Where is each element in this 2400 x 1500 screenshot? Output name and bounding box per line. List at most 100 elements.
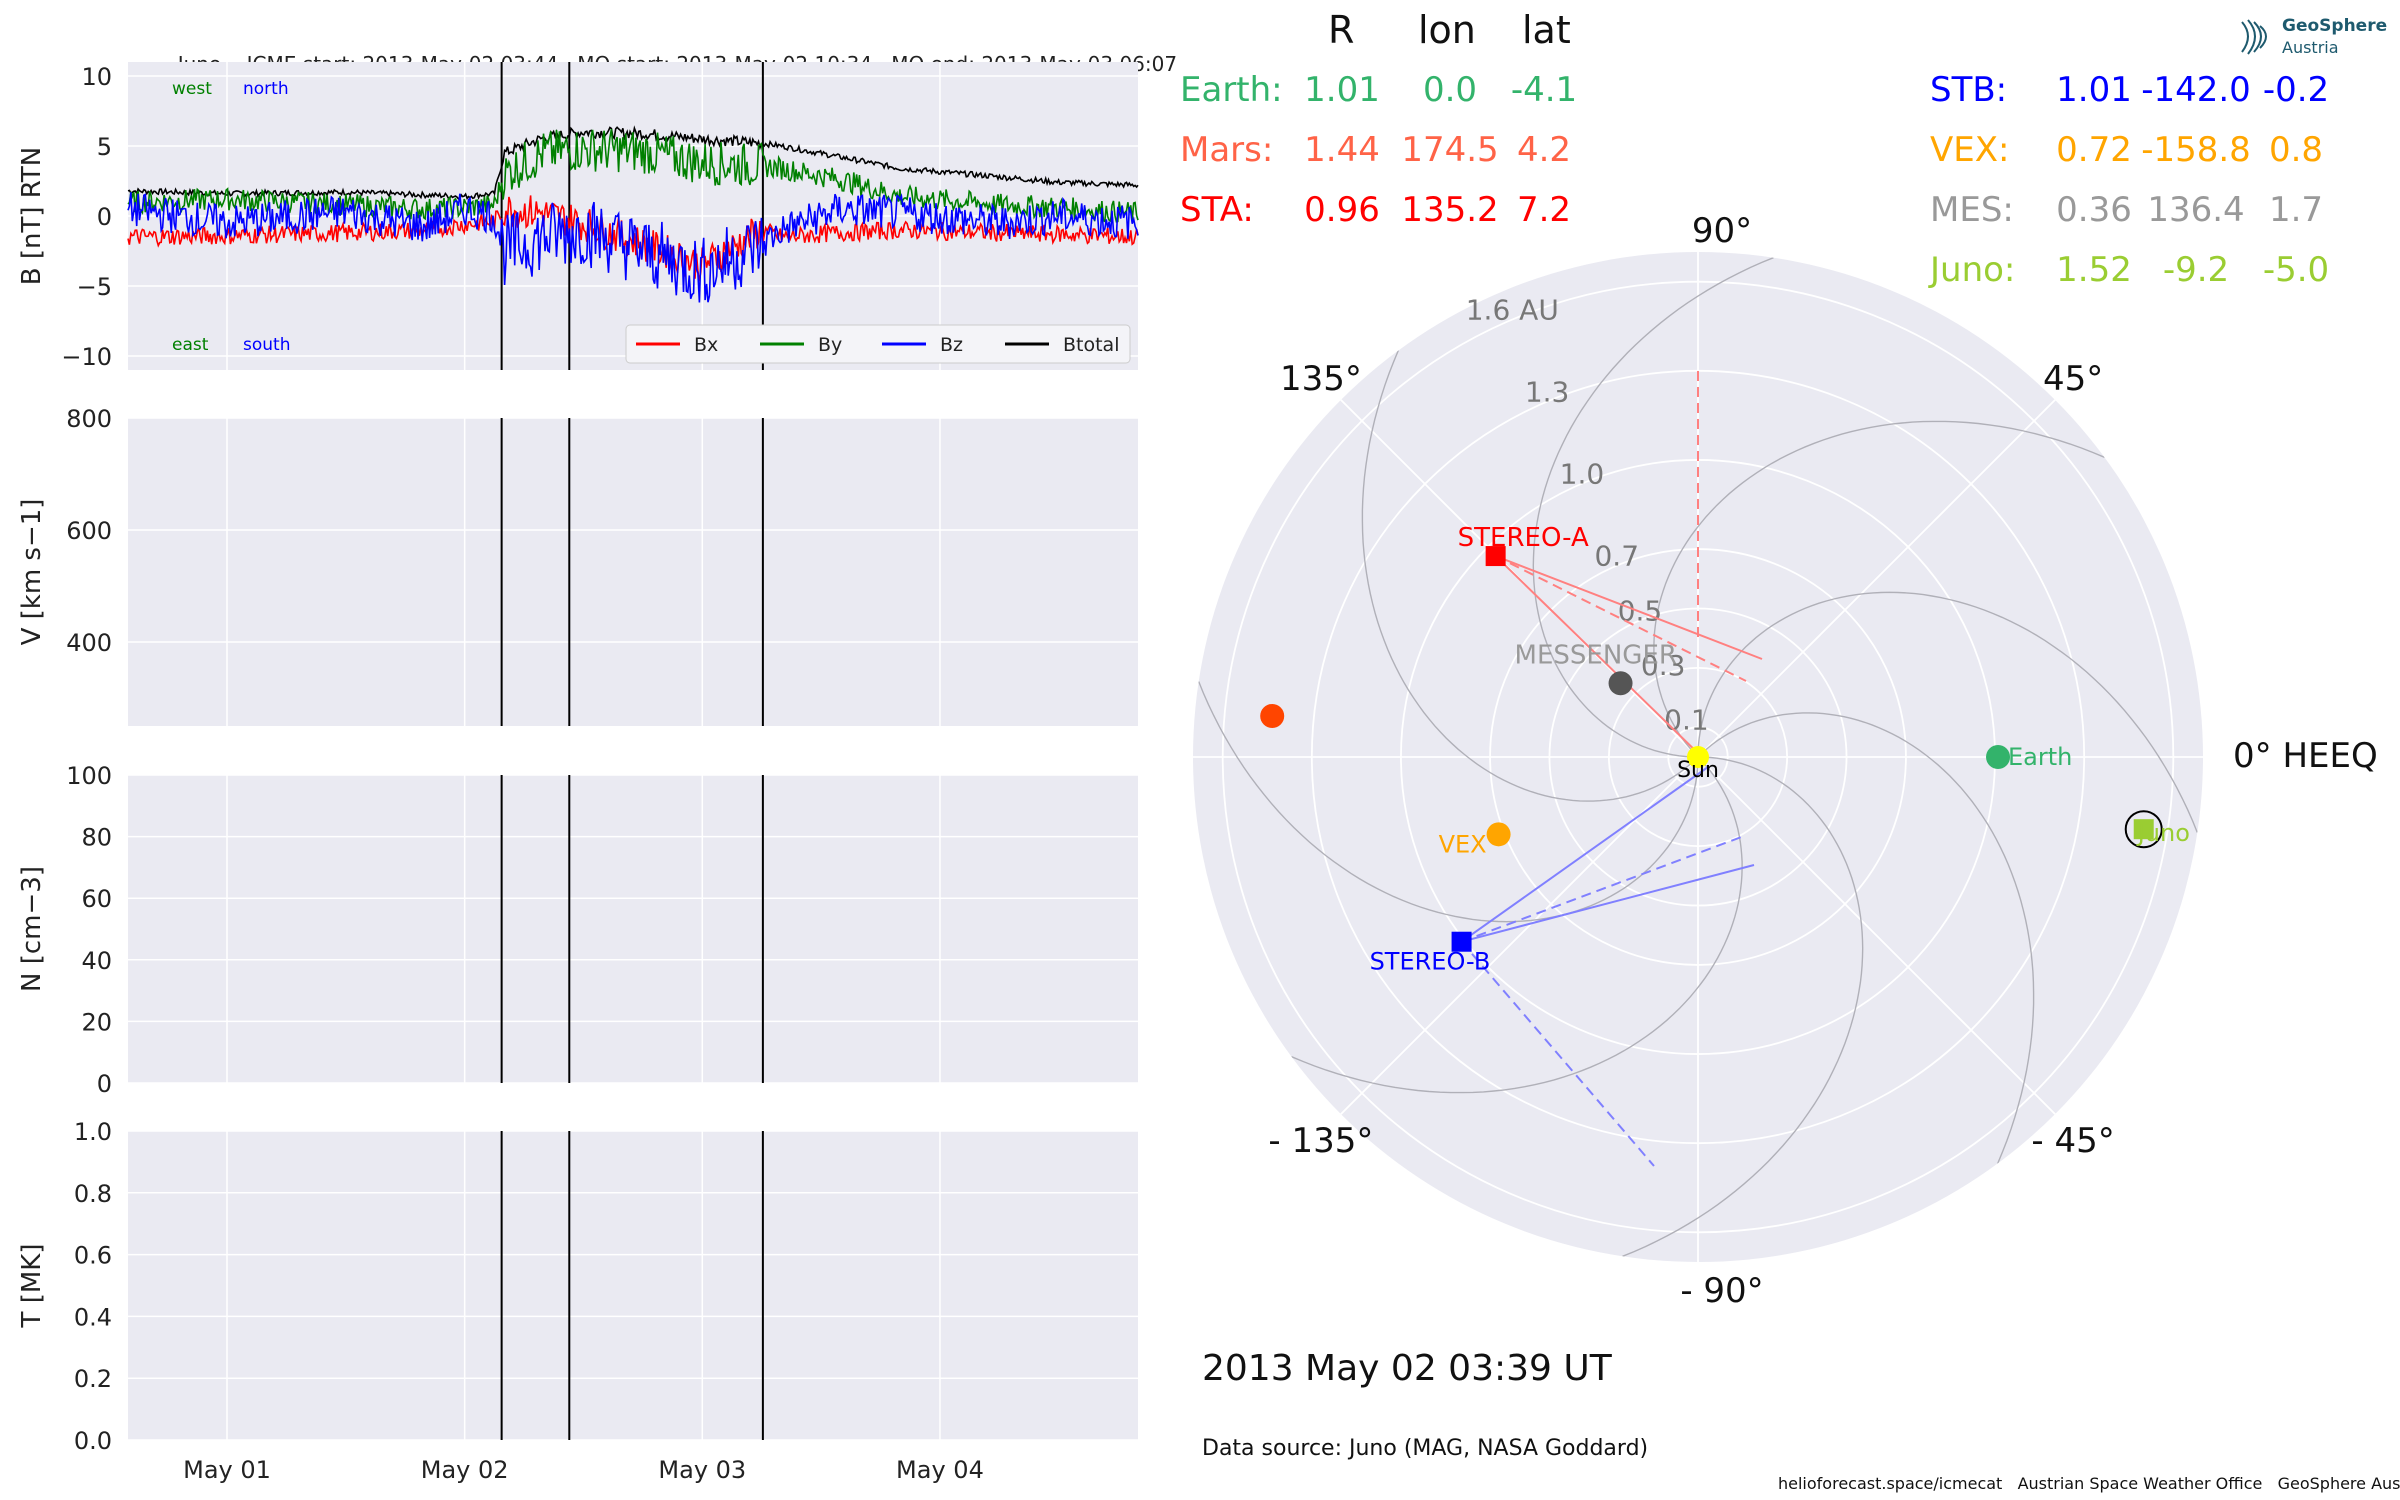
y-tick-label: 40 bbox=[81, 947, 112, 975]
table-left-row-1-lon: 174.5 bbox=[1401, 130, 1499, 170]
y-tick-label: 60 bbox=[81, 885, 112, 913]
stb-line-3 bbox=[1461, 835, 1745, 943]
stereo-a-marker bbox=[1485, 546, 1506, 567]
y-tick-label: 800 bbox=[66, 405, 112, 433]
geosphere-logo-icon bbox=[2241, 19, 2267, 55]
y-tick-label: 0.0 bbox=[74, 1427, 112, 1455]
messenger-label: MESSENGER bbox=[1515, 640, 1677, 670]
angle-label-a45: 45° bbox=[2043, 359, 2103, 399]
legend-box bbox=[625, 324, 1131, 364]
y-tick-label: 10 bbox=[81, 63, 112, 91]
sta-line-1 bbox=[1494, 555, 1707, 762]
table-right-row-0-name: STB: bbox=[1930, 70, 2008, 110]
y-tick-label: 80 bbox=[81, 824, 112, 852]
parker-spiral bbox=[1622, 756, 1864, 1257]
x-tick-label: May 01 bbox=[183, 1456, 271, 1484]
stb-line-4 bbox=[1460, 941, 1655, 1167]
juno-marker bbox=[2133, 819, 2154, 840]
table-right-row-1-lon: -158.8 bbox=[2141, 130, 2251, 170]
table-right-row-3-lon: -9.2 bbox=[2162, 250, 2230, 290]
angle-label-am135: - 135° bbox=[1268, 1121, 1373, 1161]
table-left-row-0-lat: -4.1 bbox=[1510, 70, 1578, 110]
table-left-row-1-r: 1.44 bbox=[1304, 130, 1380, 170]
stereo-b-label: STEREO-B bbox=[1370, 948, 1491, 976]
y-tick-label: 0 bbox=[97, 203, 112, 231]
angle-label-a135: 135° bbox=[1280, 359, 1362, 399]
parker-spirals bbox=[1198, 257, 2198, 1257]
stb-line-2 bbox=[1461, 864, 1755, 943]
parker-spiral bbox=[1198, 681, 1699, 923]
radial-tick-label: 0.7 bbox=[1594, 540, 1639, 573]
mars-marker bbox=[1260, 704, 1285, 729]
radial-tick-label: 1.0 bbox=[1560, 458, 1605, 491]
x-tick-label: May 03 bbox=[658, 1456, 746, 1484]
table-right-row-3-lat: -5.0 bbox=[2262, 250, 2330, 290]
table-left-row-0-r: 1.01 bbox=[1304, 70, 1380, 110]
logo-line1: GeoSphere bbox=[2282, 16, 2388, 36]
sta-line-3 bbox=[1495, 555, 1747, 682]
panel-background-3 bbox=[128, 1131, 1138, 1440]
stb-line-1 bbox=[1460, 766, 1709, 943]
bz-series bbox=[127, 192, 1139, 303]
y-tick-label: 20 bbox=[81, 1008, 112, 1036]
table-left-row-0-lon: 0.0 bbox=[1422, 70, 1478, 110]
y-tick-label: 100 bbox=[66, 762, 112, 790]
table-header-r: R bbox=[1328, 8, 1355, 52]
annotation-north: north bbox=[243, 79, 289, 99]
radial-tick-label: 1.3 bbox=[1525, 376, 1570, 409]
angle-label-am45: - 45° bbox=[2031, 1121, 2114, 1161]
polar-position-plot: 0.10.30.50.71.01.31.6 AU0° HEEQ45°90°135… bbox=[1160, 211, 2378, 1311]
radial-tick-label: 1.6 AU bbox=[1466, 293, 1559, 326]
parker-spiral bbox=[1697, 712, 2035, 1164]
table-left-row-2-lon: 135.2 bbox=[1401, 190, 1499, 230]
table-right-row-2-lon: 136.4 bbox=[2147, 190, 2245, 230]
b-field-legend: Bx By Bz Btotal bbox=[625, 324, 1131, 364]
table-right-row-0-r: 1.01 bbox=[2056, 70, 2132, 110]
parker-spiral bbox=[1361, 350, 1699, 802]
juno-label: Juno bbox=[2136, 819, 2190, 847]
y-tick-label: 0.4 bbox=[74, 1303, 112, 1331]
parker-spiral bbox=[1291, 756, 1743, 1094]
table-right-row-3-r: 1.52 bbox=[2056, 250, 2132, 290]
data-source: Data source: Juno (MAG, NASA Goddard) bbox=[1202, 1436, 1649, 1461]
geosphere-logo: GeoSphere Austria bbox=[2234, 14, 2394, 60]
table-left-row-1-name: Mars: bbox=[1180, 130, 1274, 170]
y-tick-label: 0 bbox=[97, 1070, 112, 1098]
annotation-south: south bbox=[243, 335, 290, 355]
table-right-row-2-r: 0.36 bbox=[2056, 190, 2132, 230]
y-tick-label: 0.8 bbox=[74, 1180, 112, 1208]
table-left-row-0-name: Earth: bbox=[1180, 70, 1283, 110]
logo-line2: Austria bbox=[2282, 38, 2339, 57]
temperature-ylabel: T [MK] bbox=[17, 1244, 47, 1329]
y-tick-label: 0.2 bbox=[74, 1365, 112, 1393]
vex-marker bbox=[1486, 822, 1511, 847]
radial-tick-label: 0.3 bbox=[1641, 649, 1686, 682]
table-left-row-1-lat: 4.2 bbox=[1516, 130, 1572, 170]
parker-spiral bbox=[1532, 257, 1774, 758]
panel-background-1 bbox=[128, 418, 1138, 726]
parker-spiral bbox=[1697, 591, 2198, 833]
y-tick-label: 1.0 bbox=[74, 1118, 112, 1146]
angle-label-a0: 0° HEEQ bbox=[2233, 736, 2378, 776]
angular-grid-line bbox=[1697, 756, 2056, 1115]
earth-marker bbox=[1986, 745, 2011, 769]
earth-label: Earth bbox=[2008, 743, 2072, 771]
table-right-row-1-lat: 0.8 bbox=[2268, 130, 2324, 170]
y-tick-label: 400 bbox=[66, 629, 112, 657]
by-series bbox=[127, 128, 1139, 223]
legend-label-bx: Bx bbox=[694, 334, 718, 356]
y-tick-label: −10 bbox=[61, 343, 112, 371]
credits: helioforecast.space/icmecat Austrian Spa… bbox=[1778, 1474, 2400, 1493]
angular-grid-line bbox=[1697, 399, 2056, 758]
y-tick-label: −5 bbox=[77, 273, 112, 301]
table-right-row-2-lat: 1.7 bbox=[2268, 190, 2324, 230]
table-right-row-0-lat: -0.2 bbox=[2262, 70, 2330, 110]
table-right-row-2-name: MES: bbox=[1930, 190, 2014, 230]
messenger-marker bbox=[1608, 671, 1633, 696]
velocity-ylabel: V [km s−1] bbox=[17, 499, 47, 646]
legend-label-btotal: Btotal bbox=[1063, 334, 1119, 356]
table-left-row-2-r: 0.96 bbox=[1304, 190, 1380, 230]
table-left-row-2-name: STA: bbox=[1180, 190, 1254, 230]
density-ylabel: N [cm−3] bbox=[17, 866, 47, 992]
